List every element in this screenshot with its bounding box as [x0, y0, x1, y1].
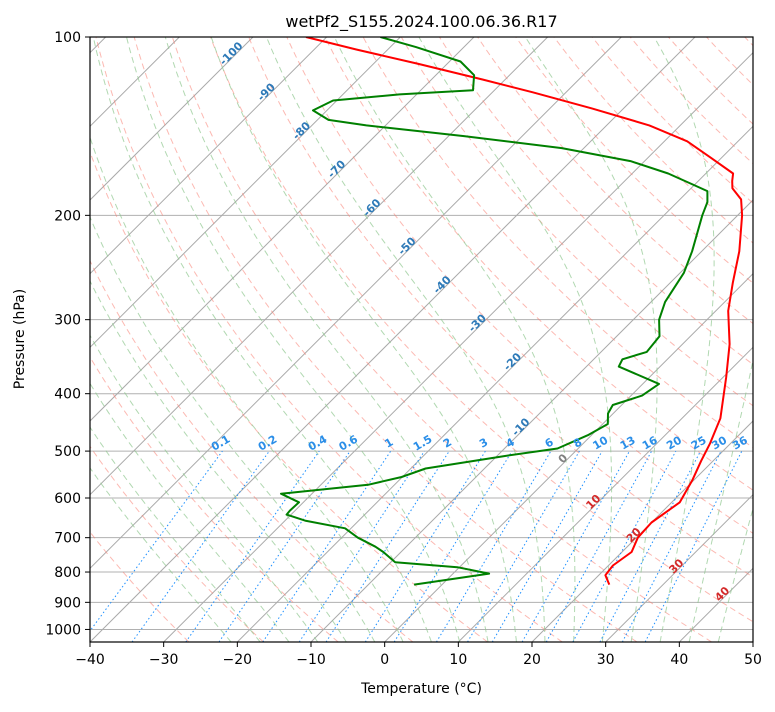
x-tick-label: 0 — [380, 652, 389, 668]
y-tick-label: 1000 — [45, 622, 81, 638]
y-tick-label: 200 — [54, 208, 81, 224]
y-tick-label: 500 — [54, 444, 81, 460]
y-tick-label: 300 — [54, 313, 81, 329]
x-tick-label: 40 — [670, 652, 688, 668]
x-tick-label: −30 — [149, 652, 179, 668]
y-tick-label: 100 — [54, 30, 81, 46]
x-tick-label: −10 — [296, 652, 326, 668]
y-tick-label: 800 — [54, 565, 81, 581]
x-tick-label: −20 — [223, 652, 253, 668]
y-tick-label: 600 — [54, 491, 81, 507]
x-axis-label: Temperature (°C) — [360, 681, 482, 697]
x-tick-label: 10 — [449, 652, 467, 668]
y-tick-label: 700 — [54, 531, 81, 547]
x-tick-label: 20 — [523, 652, 541, 668]
y-axis-label: Pressure (hPa) — [12, 289, 28, 389]
x-tick-label: 30 — [597, 652, 615, 668]
y-tick-label: 900 — [54, 595, 81, 611]
x-tick-label: −40 — [75, 652, 105, 668]
y-tick-label: 400 — [54, 387, 81, 403]
x-tick-label: 50 — [744, 652, 762, 668]
chart-title: wetPf2_S155.2024.100.06.36.R17 — [285, 12, 557, 32]
